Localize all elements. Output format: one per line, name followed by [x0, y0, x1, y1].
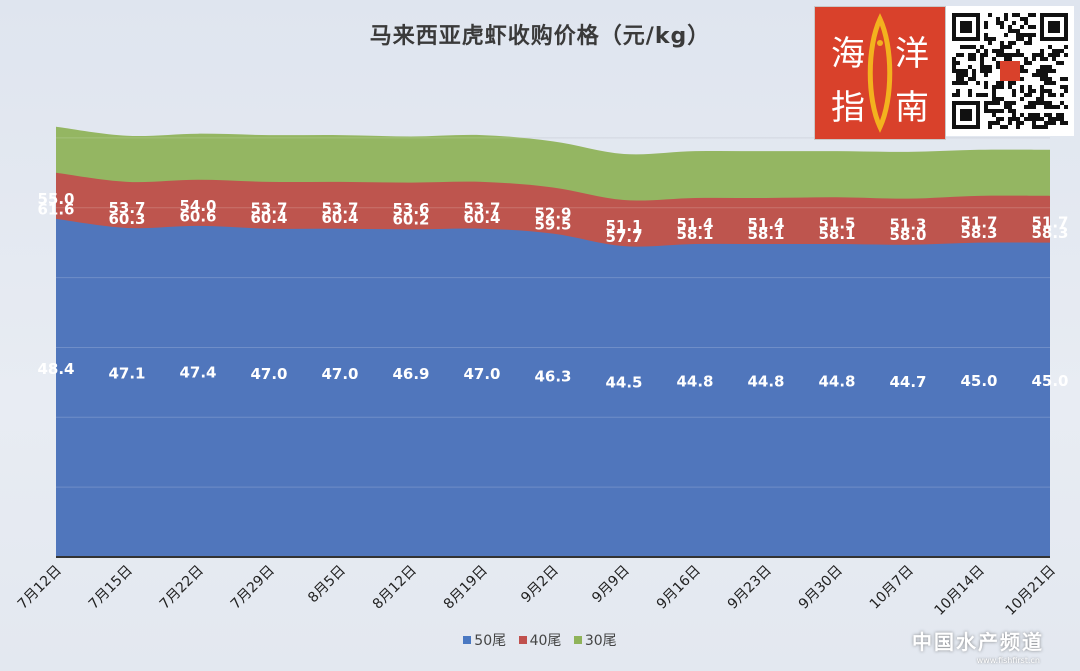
watermark-url: www.fishfirst.cn: [976, 656, 1040, 665]
data-label-30: 58.0: [889, 226, 926, 244]
x-tick-label-group: 7月29日: [228, 563, 278, 613]
data-label-40: 51.1: [605, 217, 642, 235]
data-label-50: 46.9: [392, 365, 429, 383]
x-tick-label: 10月7日: [867, 563, 917, 613]
legend-swatch-30: [573, 636, 582, 644]
legend-item-40: 40尾: [518, 630, 562, 650]
legend-label-40: 40尾: [529, 633, 562, 649]
x-tick-label-group: 9月9日: [589, 563, 633, 607]
x-tick-label: 9月9日: [589, 563, 633, 607]
x-tick-label-group: 10月7日: [867, 563, 917, 613]
x-tick-label-group: 7月22日: [157, 563, 207, 613]
legend-swatch-40: [518, 636, 527, 644]
data-label-40: 51.5: [818, 215, 855, 233]
data-label-40: 53.7: [250, 199, 287, 217]
data-label-40: 51.4: [676, 215, 713, 233]
x-tick-label: 8月19日: [441, 563, 491, 613]
x-tick-label-group: 10月14日: [932, 563, 988, 619]
data-label-50: 47.4: [179, 363, 216, 381]
x-tick-label: 8月12日: [370, 563, 420, 613]
data-label-40: 51.4: [747, 215, 784, 233]
data-label-30: 60.2: [392, 210, 429, 228]
x-tick-label-group: 8月19日: [441, 563, 491, 613]
data-label-30: 58.3: [960, 224, 997, 242]
legend-swatch-50: [463, 636, 472, 644]
x-tick-label: 7月15日: [86, 563, 136, 613]
data-label-50: 48.4: [37, 360, 74, 378]
x-tick-label-group: 8月5日: [305, 563, 349, 607]
brand-logo: 海 洋 指 南: [814, 6, 946, 140]
x-tick-label-group: 9月23日: [725, 563, 775, 613]
x-tick-label: 10月14日: [932, 563, 988, 619]
data-label-50: 44.5: [605, 374, 642, 392]
logo-char-1: 海: [831, 34, 865, 74]
data-label-30: 60.4: [250, 209, 287, 227]
data-label-50: 47.0: [463, 365, 500, 383]
data-label-50: 45.0: [960, 372, 997, 390]
data-label-50: 47.0: [321, 365, 358, 383]
data-label-30: 58.1: [747, 225, 784, 243]
data-label-40: 52.9: [534, 205, 571, 223]
data-label-50: 46.3: [534, 367, 571, 385]
data-label-30: 58.1: [818, 225, 855, 243]
data-label-40: 51.7: [960, 213, 997, 231]
x-tick-label-group: 8月12日: [370, 563, 420, 613]
watermark: 中国水产频道: [912, 630, 1044, 654]
data-label-40: 53.7: [108, 199, 145, 217]
x-tick-label: 9月16日: [654, 563, 704, 613]
data-label-30: 57.7: [605, 228, 642, 246]
legend-item-30: 30尾: [573, 630, 617, 650]
x-tick-label: 10月21日: [1003, 563, 1059, 619]
x-tick-label-group: 9月16日: [654, 563, 704, 613]
x-tick-label-group: 9月30日: [796, 563, 846, 613]
data-label-30: 60.3: [108, 210, 145, 228]
logo-char-2: 洋: [895, 34, 929, 74]
x-tick-label: 8月5日: [305, 563, 349, 607]
x-tick-label-group: 7月12日: [15, 563, 65, 613]
x-tick-label: 7月29日: [228, 563, 278, 613]
data-label-40: 53.7: [321, 199, 358, 217]
data-label-40: 54.0: [179, 197, 216, 215]
data-label-30: 59.5: [534, 215, 571, 233]
logo-char-3: 指: [831, 88, 865, 128]
data-label-30: 61.6: [37, 201, 74, 219]
data-label-30: 60.4: [463, 209, 500, 227]
x-tick-label: 9月2日: [518, 563, 562, 607]
data-label-30: 58.3: [1031, 224, 1068, 242]
data-label-50: 47.1: [108, 365, 145, 383]
data-label-40: 53.7: [463, 199, 500, 217]
chart-title: 马来西亚虎虾收购价格（元/kg）: [369, 24, 711, 49]
legend-label-50: 50尾: [474, 633, 507, 649]
data-label-40: 53.6: [392, 200, 429, 218]
data-label-50: 44.8: [818, 373, 855, 391]
x-tick-label: 7月22日: [157, 563, 207, 613]
qr-code-icon: [952, 13, 1068, 129]
legend-label-30: 30尾: [584, 633, 617, 649]
data-label-30: 60.6: [179, 208, 216, 226]
x-tick-label: 9月30日: [796, 563, 846, 613]
x-tick-label: 7月12日: [15, 563, 65, 613]
legend-item-50: 50尾: [463, 630, 506, 650]
data-label-50: 45.0: [1031, 372, 1068, 390]
data-label-30: 58.1: [676, 225, 713, 243]
data-label-40: 55.0: [37, 190, 74, 208]
data-label-40: 51.7: [1031, 213, 1068, 231]
x-tick-label-group: 10月21日: [1003, 563, 1059, 619]
x-tick-label-group: 9月2日: [518, 563, 562, 607]
area-50: [56, 218, 1050, 558]
data-label-30: 60.4: [321, 209, 358, 227]
data-label-40: 51.3: [889, 216, 926, 234]
data-label-50: 47.0: [250, 365, 287, 383]
x-tick-label-group: 7月15日: [86, 563, 136, 613]
qr-code: [946, 6, 1074, 136]
chart-legend: 50尾 40尾 30尾: [0, 630, 1080, 650]
x-tick-label: 9月23日: [725, 563, 775, 613]
data-label-50: 44.8: [676, 373, 713, 391]
fish-logo-icon: 海 洋 指 南: [831, 13, 929, 133]
logo-char-4: 南: [895, 88, 929, 128]
data-label-50: 44.8: [747, 373, 784, 391]
data-label-50: 44.7: [889, 373, 926, 391]
